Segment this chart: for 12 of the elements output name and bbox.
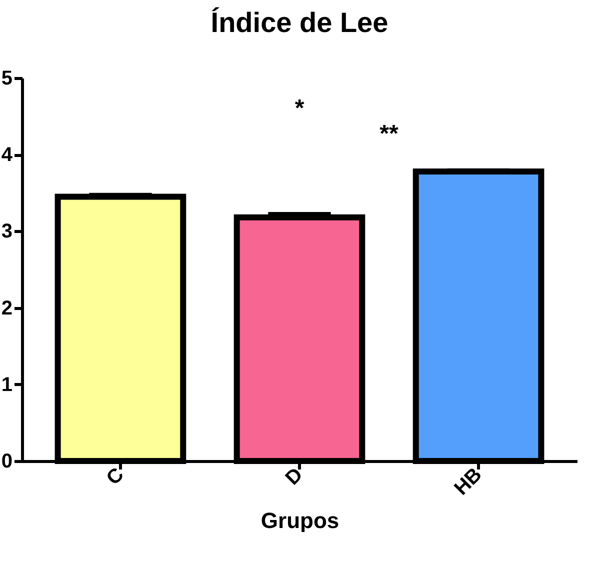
y-tick-label: 4 xyxy=(1,144,14,166)
y-tick-label: 5 xyxy=(1,68,12,90)
annotation: * xyxy=(294,94,305,122)
x-tick-label: HB xyxy=(450,464,486,500)
x-tick-label: C xyxy=(102,464,128,490)
x-tick-label: D xyxy=(282,464,308,490)
chart-title: Índice de Lee xyxy=(210,7,388,38)
annotation: ** xyxy=(380,120,400,148)
y-tick-label: 1 xyxy=(1,374,12,396)
y-tick-label: 0 xyxy=(1,450,12,472)
y-tick-label: 3 xyxy=(1,220,12,243)
y-tick-label: 2 xyxy=(1,297,12,320)
